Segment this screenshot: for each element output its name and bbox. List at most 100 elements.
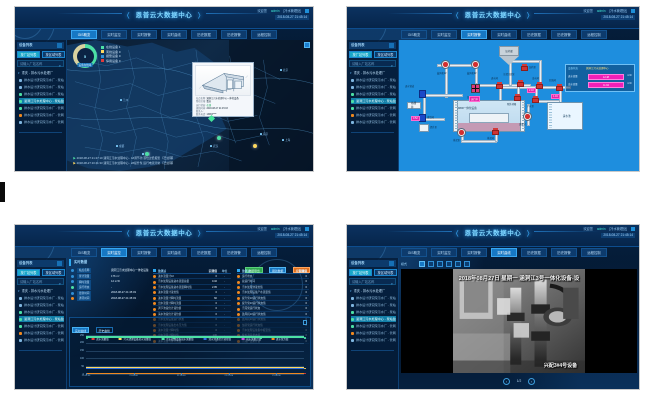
table-row[interactable]: 总运行时间 0: [237, 279, 309, 285]
search-icon[interactable]: ⌕: [390, 63, 393, 68]
tab-realtime-curve[interactable]: 实时曲线: [161, 248, 187, 257]
sidebar-item-6[interactable]: 排水设计研究院污水厂 - 管网监控: [351, 119, 396, 125]
tab-remote-control[interactable]: 远程控制: [581, 248, 607, 257]
map-marker-offline[interactable]: [253, 144, 257, 148]
chart-tab-realtime[interactable]: 实时曲线: [72, 327, 90, 333]
table-row[interactable]: 污水处理设备产水流量值 0: [237, 290, 309, 296]
sidebar-item-2[interactable]: 排水设计研究院污水厂 - 泵站监控: [19, 91, 64, 97]
tab-realtime-alarm[interactable]: 实时报警: [461, 248, 487, 257]
tab-realtime-alarm[interactable]: 实时报警: [131, 248, 157, 257]
sidebar-item-6[interactable]: 排水设计研究院污水厂 - 管网监控: [19, 337, 64, 343]
search-icon[interactable]: ⌕: [58, 63, 61, 68]
chevron-down-icon[interactable]: ▾: [18, 289, 20, 293]
tab-gis[interactable]: GIS概览: [71, 248, 97, 257]
tab-history-alarm[interactable]: 历史报警: [221, 248, 247, 257]
sidebar-item-4[interactable]: 排水设计研究院污水厂 - 管网监控: [19, 105, 64, 111]
sidebar-tab-by-region[interactable]: 按区域列表: [374, 269, 397, 276]
sidebar-item-1[interactable]: 排水设计研究院污水厂 - 泵站监控: [351, 84, 396, 90]
sidebar-root-node[interactable]: ▾ 重庆 - 排水污水处理厂: [350, 289, 386, 293]
tab-remote-control[interactable]: 远程控制: [251, 30, 277, 39]
table-row[interactable]: 进水流量计瞬时流量 60-: [153, 296, 231, 301]
grid-16-icon[interactable]: [464, 261, 470, 267]
legend-entry[interactable]: 进水流量值: [91, 337, 109, 341]
tab-gis[interactable]: GIS概览: [71, 30, 97, 39]
tab-gis[interactable]: GIS概览: [401, 30, 427, 39]
legend-entry[interactable]: 出水流量计值: [241, 337, 261, 341]
sidebar-item-0[interactable]: 排水设计研究院污水厂 - 泵站监控: [351, 77, 396, 83]
tab-history-alarm[interactable]: 历史报警: [551, 30, 577, 39]
map-marker-online[interactable]: [217, 136, 221, 140]
prev-page-button[interactable]: ‹: [502, 378, 510, 385]
table-row[interactable]: 进水流量计液位值 0-: [153, 290, 231, 296]
tab-history-data[interactable]: 历史数据: [521, 30, 547, 39]
mbr-tank[interactable]: MBR一体化设备: [453, 100, 525, 132]
table-row[interactable]: 污水处理设备进水流量瞬时值 2.95-: [153, 285, 231, 291]
table-row[interactable]: 调节池液位计液位值 0-: [153, 306, 231, 312]
table-row[interactable]: 污水处理设备进水流量总量 0.32-: [153, 279, 231, 285]
chevron-down-icon[interactable]: ▾: [350, 289, 352, 293]
pin-icon[interactable]: [389, 261, 394, 266]
sidebar-tab-by-plant[interactable]: 按厂站列表: [17, 51, 40, 58]
sidebar-search-input[interactable]: 请输入厂站名称 ⌕: [349, 60, 396, 68]
table-row[interactable]: 运行状态 0: [237, 274, 309, 280]
map-fullscreen-icon[interactable]: [304, 42, 310, 48]
dosing-device[interactable]: [471, 84, 480, 93]
grid-8-icon[interactable]: [446, 261, 452, 267]
sidebar-item-3[interactable]: 涵洞江污水处理中心 - 泵站监控: [19, 316, 64, 322]
sidebar-item-3[interactable]: 涵洞江污水处理中心 - 泵站监控: [19, 98, 64, 104]
grid-9-icon[interactable]: [455, 261, 461, 267]
sidebar-search-input[interactable]: 请输入厂站名称 ⌕: [17, 60, 64, 68]
grid-6-icon[interactable]: [437, 261, 443, 267]
sidebar-item-4[interactable]: 排水设计研究院污水厂 - 管网监控: [351, 323, 396, 329]
video-frame[interactable]: 2018年08月27日 星期一 涵洞江3号一体化设备-设 兴配3#4号设备: [452, 269, 586, 373]
header-user-info[interactable]: 欢迎您 admin [冷水管理处] 2018-08-27 21:45:14: [254, 227, 309, 238]
table-row[interactable]: 鼓风机1#运行状态值 0: [237, 312, 309, 318]
next-page-button[interactable]: ›: [528, 378, 536, 385]
map-canvas[interactable]: 5 设备在线率 在线设备 1 离线设备 0 报警设备 0 停用设备 0 北京 南…: [67, 40, 313, 171]
sidebar-tab-by-plant[interactable]: 按厂站列表: [349, 51, 372, 58]
header-user-info[interactable]: 欢迎您 admin [冷水管理处] 2018-08-27 21:45:14: [254, 9, 309, 20]
tab-realtime-monitor[interactable]: 实时监控: [101, 248, 127, 257]
tab-history-data[interactable]: 历史数据: [191, 248, 217, 257]
header-user-info[interactable]: 欢迎您 admin [冷水管理处] 2018-08-27 21:45:14: [580, 9, 635, 20]
sidebar-item-5[interactable]: 排水设计研究院污水厂 - 管网监控: [351, 330, 396, 336]
inlet-pipe-valve[interactable]: [419, 90, 426, 98]
grid-4-icon[interactable]: [428, 261, 434, 267]
sidebar-item-2[interactable]: 排水设计研究院污水厂 - 泵站监控: [351, 91, 396, 97]
table-row[interactable]: 出水流量计瞬时流量 0-: [153, 301, 231, 307]
sidebar-item-5[interactable]: 排水设计研究院污水厂 - 管网监控: [19, 330, 64, 336]
tab-history-alarm[interactable]: 历史报警: [221, 30, 247, 39]
sidebar-item-0[interactable]: 排水设计研究院污水厂 - 泵站监控: [19, 77, 64, 83]
sidebar-tab-by-region[interactable]: 按区域列表: [374, 51, 397, 58]
tab-gis[interactable]: GIS概览: [401, 248, 427, 257]
tab-realtime-monitor[interactable]: 实时监控: [431, 248, 457, 257]
sidebar-item-4[interactable]: 排水设计研究院污水厂 - 管网监控: [19, 323, 64, 329]
sidebar-tab-by-region[interactable]: 按区域列表: [42, 269, 65, 276]
sludge-valve[interactable]: [492, 128, 499, 135]
sidebar-item-0[interactable]: 排水设计研究院污水厂 - 泵站监控: [19, 295, 64, 301]
tab-remote-control[interactable]: 远程控制: [581, 30, 607, 39]
outlet-valve[interactable]: [536, 82, 543, 89]
tab-realtime-monitor[interactable]: 实时监控: [431, 30, 457, 39]
video-stage[interactable]: 2018年08月27日 星期一 涵洞江3号一体化设备-设 兴配3#4号设备: [401, 269, 637, 373]
legend-entry[interactable]: 进水压力值: [271, 337, 288, 341]
screen-well[interactable]: 格栅井: [407, 102, 421, 109]
tab-realtime-curve[interactable]: 实时曲线: [491, 30, 517, 39]
sidebar-item-5[interactable]: 排水设计研究院污水厂 - 管网监控: [19, 112, 64, 118]
sidebar-search-input[interactable]: 请输入厂站名称 ⌕: [17, 278, 64, 286]
logout-icon[interactable]: [631, 9, 635, 14]
sidebar-item-5[interactable]: 排水设计研究院污水厂 - 管网监控: [351, 112, 396, 118]
grid-1-icon[interactable]: [419, 261, 425, 267]
sludge-pump[interactable]: [457, 128, 466, 137]
tab-history-data[interactable]: 历史数据: [191, 30, 217, 39]
lift-pump[interactable]: [419, 124, 429, 132]
chart-tab-history[interactable]: 历史曲线: [95, 327, 113, 333]
sidebar-root-node[interactable]: ▾ 重庆 - 排水污水处理厂: [18, 71, 54, 75]
header-user-info[interactable]: 欢迎您 admin [冷水管理处] 2018-08-27 21:45:14: [580, 227, 635, 238]
sidebar-item-1[interactable]: 排水设计研究院污水厂 - 泵站监控: [19, 84, 64, 90]
uv-disinfect[interactable]: [514, 94, 521, 101]
sidebar-item-3[interactable]: 涵洞江污水处理中心 - 泵站监控: [351, 316, 396, 322]
search-icon[interactable]: ⌕: [390, 281, 393, 286]
sidebar-item-1[interactable]: 排水设计研究院污水厂 - 泵站监控: [351, 302, 396, 308]
map-marker-online[interactable]: [145, 152, 149, 156]
